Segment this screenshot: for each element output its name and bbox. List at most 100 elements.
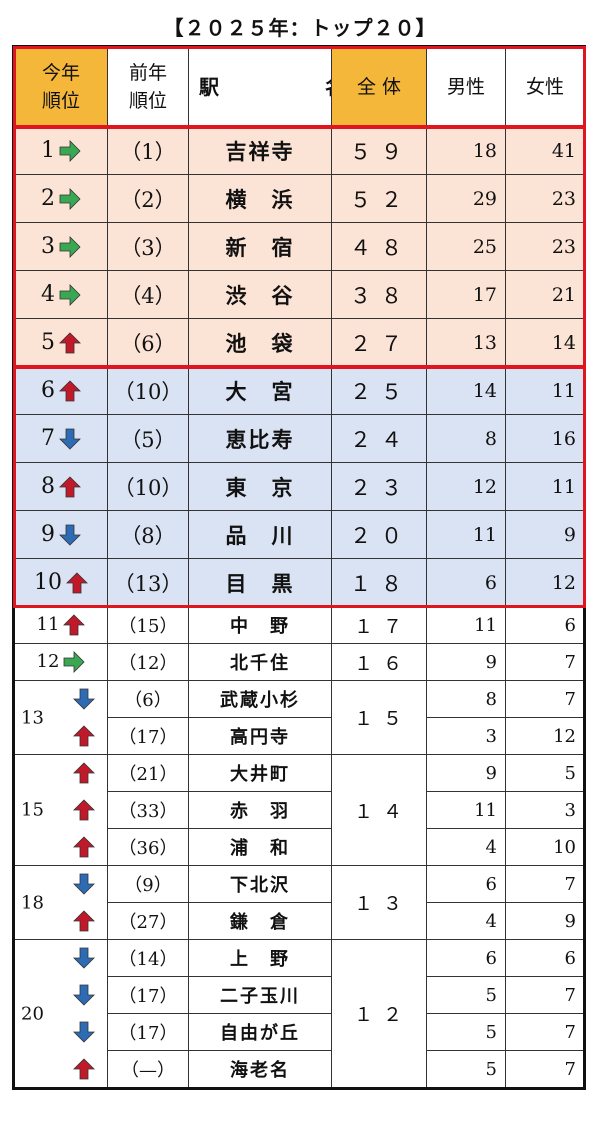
prev-rank-cell: （17） [107, 1013, 189, 1051]
table-row: 5 （6）池 袋 ２７ 13 14 [14, 318, 585, 367]
prev-rank-cell: （36） [107, 828, 189, 866]
male-count: 8 [426, 680, 506, 718]
prev-rank-cell: （17） [107, 976, 189, 1014]
female-count: 41 [505, 126, 585, 175]
rank-group: 18 [16, 867, 107, 939]
female-count: 3 [505, 791, 585, 829]
male-count: 5 [426, 976, 506, 1014]
header-female: 女性 [505, 46, 585, 127]
arrow-down-icon [73, 873, 95, 895]
total-count: ３８ [331, 270, 427, 319]
male-count: 5 [426, 1050, 506, 1088]
total-count: ５２ [331, 174, 427, 223]
station-name: 浦 和 [188, 828, 332, 866]
station-name: 渋 谷 [188, 270, 332, 319]
total-count: ５９ [331, 126, 427, 175]
rank-group: 20 [16, 941, 107, 1087]
station-name: 海老名 [188, 1050, 332, 1088]
male-count: 8 [426, 414, 506, 463]
table-row: （17） 二子玉川 5 7 [15, 976, 585, 1014]
station-name: 大井町 [188, 754, 332, 792]
arrow-down-icon [73, 1021, 95, 1043]
rank-number: 20 [21, 1003, 44, 1024]
trend-arrows [69, 682, 95, 754]
header-rank-prev: 前年 順位 [107, 46, 189, 127]
male-count: 9 [426, 643, 506, 681]
arrow-down-icon [73, 984, 95, 1006]
prev-rank-cell: （12） [107, 643, 189, 681]
rank-cell: 2 [14, 174, 108, 223]
rank-cell: 13 [14, 680, 108, 755]
arrow-up-icon [73, 910, 95, 932]
total-count: ２５ [331, 366, 427, 415]
male-count: 11 [426, 606, 506, 644]
female-count: 12 [505, 558, 585, 607]
female-count: 7 [505, 1013, 585, 1051]
station-name: 二子玉川 [188, 976, 332, 1014]
male-count: 11 [426, 510, 506, 559]
female-count: 10 [505, 828, 585, 866]
station-name: 東 京 [188, 462, 332, 511]
female-count: 7 [505, 976, 585, 1014]
female-count: 9 [505, 510, 585, 559]
prev-rank-cell: （3） [107, 222, 189, 271]
table-row: （33）赤 羽 11 3 [15, 791, 585, 829]
prev-rank-cell: （—） [107, 1050, 189, 1088]
male-count: 17 [426, 270, 506, 319]
arrow-down-icon [73, 947, 95, 969]
male-count: 29 [426, 174, 506, 223]
rank-cell: 20 [14, 939, 108, 1088]
total-count: ４８ [331, 222, 427, 271]
arrow-right-icon [59, 284, 81, 306]
female-count: 12 [505, 717, 585, 755]
table-row: （17） 自由が丘 5 7 [15, 1013, 585, 1051]
station-name: 品 川 [188, 510, 332, 559]
male-count: 5 [426, 1013, 506, 1051]
prev-rank-cell: （21） [107, 754, 189, 792]
arrow-up-icon [59, 332, 81, 354]
table-row: 20 （14）上 野 １２ 6 6 [14, 939, 585, 1088]
header-rank-this: 今年 順位 [14, 46, 108, 127]
arrow-up-icon [63, 614, 86, 636]
table-row: 12 （12） 北千住 １６ 9 7 [14, 643, 585, 681]
male-count: 9 [426, 754, 506, 792]
rank-cell: 5 [14, 318, 108, 367]
rank-number: 7 [41, 426, 55, 451]
table-row: 3 （3）新 宿 ４８ 25 23 [14, 222, 585, 271]
arrow-down-icon [59, 524, 81, 546]
female-count: 9 [505, 902, 585, 940]
prev-rank-cell: （15） [107, 606, 189, 644]
rank-cell: 9 [14, 510, 108, 559]
prev-rank-cell: （8） [107, 510, 189, 559]
rank-number: 2 [41, 186, 55, 211]
arrow-up-icon [73, 762, 95, 784]
table-row: 8 （10）東 京 ２３ 12 11 [14, 462, 585, 511]
male-count: 4 [426, 902, 506, 940]
rank-number: 15 [21, 799, 44, 821]
ranks-11-20-section: 11 （15）中 野 １７ 11 6 12 （12） 北千住 １６ 9 7 13 （6） 武蔵小杉 １５ 8 7… [14, 606, 585, 1088]
station-name: 武蔵小杉 [188, 680, 332, 718]
female-count: 14 [505, 318, 585, 367]
trend-arrows [69, 941, 95, 1087]
male-count: 6 [426, 865, 506, 903]
station-name: 大 宮 [188, 366, 332, 415]
rank-number: 3 [41, 234, 55, 259]
male-count: 25 [426, 222, 506, 271]
total-count: ２０ [331, 510, 427, 559]
prev-rank-cell: （10） [107, 366, 189, 415]
station-name: 自由が丘 [188, 1013, 332, 1051]
male-count: 6 [426, 939, 506, 977]
table-row: 18 （9） 下北沢 １３ 6 7 [14, 865, 585, 940]
rank-cell: 8 [14, 462, 108, 511]
page-title: 【２０２５年：トップ２０】 [163, 16, 437, 40]
rank-cell: 12 [14, 643, 108, 681]
prev-rank-cell: （4） [107, 270, 189, 319]
station-name: 上 野 [188, 939, 332, 977]
rank-cell: 10 [14, 558, 108, 607]
station-name: 新 宿 [188, 222, 332, 271]
arrow-up-icon [73, 836, 95, 858]
prev-rank-cell: （10） [107, 462, 189, 511]
total-count: １２ [331, 939, 427, 1088]
male-count: 18 [426, 126, 506, 175]
